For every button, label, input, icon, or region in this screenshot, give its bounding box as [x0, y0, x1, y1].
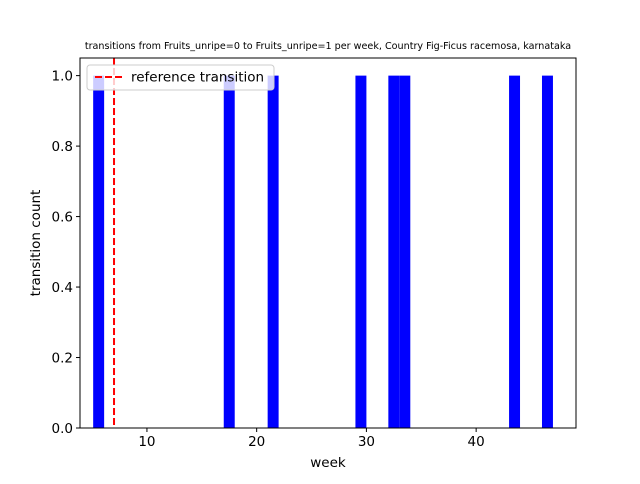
- y-tick-label-4: 0.8: [52, 139, 73, 155]
- x-tick-label-20: 20: [248, 434, 265, 450]
- bars-layer: [93, 75, 553, 429]
- bar-week-43.5: [509, 75, 521, 429]
- y-tick-label-0: 0.0: [52, 421, 73, 437]
- bar-week-33.5: [399, 75, 411, 429]
- plot-area-frame: [79, 57, 577, 429]
- chart-title: transitions from Fruits_unripe=0 to Frui…: [85, 41, 571, 52]
- legend-label-reference-transition: reference transition: [131, 70, 264, 86]
- y-axis-label: transition count: [28, 190, 44, 297]
- x-axis-ticks: 10 20 30 40: [138, 428, 485, 450]
- y-tick-label-5: 1.0: [52, 69, 73, 85]
- y-tick-label-1: 0.2: [52, 351, 73, 367]
- x-tick-label-40: 40: [468, 434, 485, 450]
- x-tick-label-10: 10: [138, 434, 155, 450]
- bar-week-32.5: [388, 75, 400, 429]
- legend-box: [86, 64, 275, 91]
- x-axis-label: week: [310, 455, 346, 471]
- y-axis-ticks: 0.0 0.2 0.4 0.6 0.8 1.0: [52, 69, 80, 437]
- bar-week-21.5: [267, 75, 279, 429]
- y-tick-label-3: 0.6: [52, 210, 73, 226]
- bar-week-5.6: [93, 75, 105, 429]
- y-tick-label-2: 0.4: [52, 280, 73, 296]
- bar-week-17.5: [223, 75, 235, 429]
- legend: reference transition: [86, 64, 275, 91]
- x-tick-label-30: 30: [358, 434, 375, 450]
- bar-week-29.5: [355, 75, 367, 429]
- bar-week-46.5: [541, 75, 553, 429]
